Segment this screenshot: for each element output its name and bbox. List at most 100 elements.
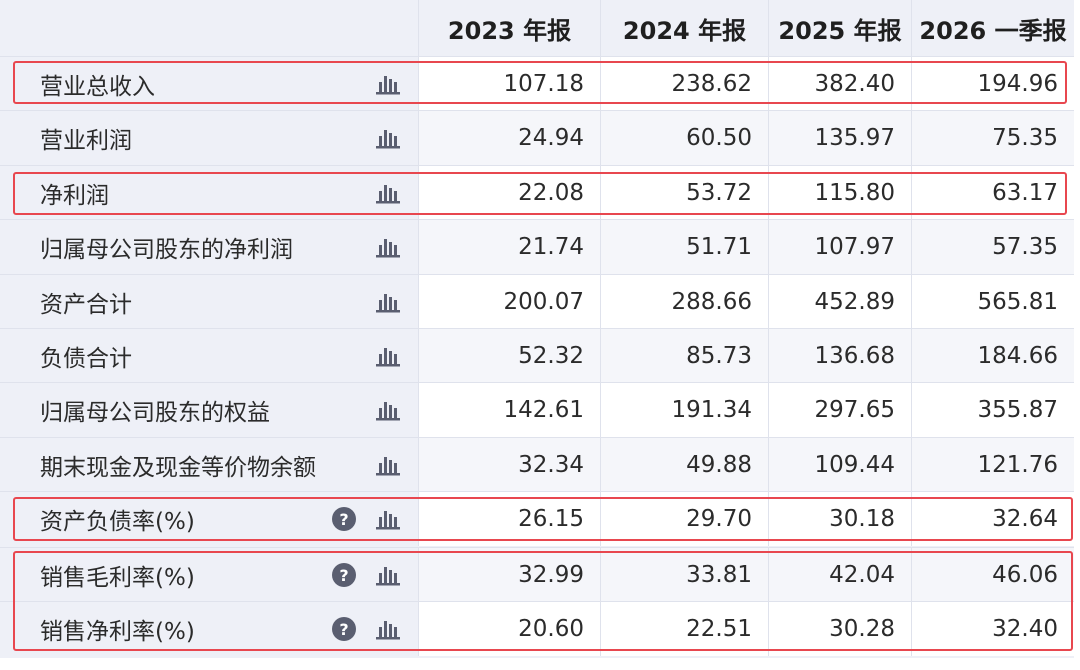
row-label: 归属母公司股东的权益 <box>40 400 270 426</box>
value-cell-2026-q1: 184.66 <box>911 329 1074 383</box>
bar-chart-icon[interactable] <box>376 291 400 313</box>
value-cell-2026-q1: 46.06 <box>911 548 1074 602</box>
help-icon[interactable]: ? <box>332 617 356 641</box>
value-cell-2025: 30.28 <box>768 602 911 656</box>
value-cell-2026-q1: 75.35 <box>911 111 1074 165</box>
value-cell-2024: 33.81 <box>600 548 768 602</box>
value-cell-2026-q1: 565.81 <box>911 275 1074 329</box>
value-cell-2025: 452.89 <box>768 275 911 329</box>
value-cell-2023: 32.99 <box>418 548 600 602</box>
row-label: 负债合计 <box>40 346 132 372</box>
value-cell-2023: 20.60 <box>418 602 600 656</box>
table-row: 归属母公司股东的权益 142.61 191.34 297.65 355.87 <box>0 383 1074 437</box>
row-label: 资产负债率(%) <box>40 509 195 535</box>
value-cell-2026-q1: 32.64 <box>911 492 1074 546</box>
value-cell-2023: 26.15 <box>418 492 600 546</box>
value-cell-2026-q1: 121.76 <box>911 438 1074 492</box>
row-label: 销售毛利率(%) <box>40 565 195 591</box>
value-cell-2025: 115.80 <box>768 166 911 220</box>
bar-chart-icon[interactable] <box>376 564 400 586</box>
row-divider <box>0 110 1074 111</box>
value-cell-2026-q1: 194.96 <box>911 57 1074 111</box>
row-label-cell: 资产负债率(%)? <box>0 492 418 546</box>
value-cell-2026-q1: 63.17 <box>911 166 1074 220</box>
row-divider <box>0 382 1074 383</box>
value-cell-2026-q1: 355.87 <box>911 383 1074 437</box>
value-cell-2024: 191.34 <box>600 383 768 437</box>
bar-chart-icon[interactable] <box>376 127 400 149</box>
row-label: 期末现金及现金等价物余额 <box>40 455 316 481</box>
row-divider <box>0 601 1074 602</box>
row-label: 营业利润 <box>40 128 132 154</box>
table-row: 销售毛利率(%)? 32.99 33.81 42.04 46.06 <box>0 548 1074 602</box>
table-header: 2023 年报 2024 年报 2025 年报 2026 一季报 <box>0 0 1074 56</box>
header-label-cell <box>0 0 418 56</box>
table-row: 资产负债率(%)? 26.15 29.70 30.18 32.64 <box>0 492 1074 546</box>
value-cell-2024: 49.88 <box>600 438 768 492</box>
value-cell-2023: 52.32 <box>418 329 600 383</box>
table-row: 营业利润 24.94 60.50 135.97 75.35 <box>0 111 1074 165</box>
row-divider <box>0 165 1074 166</box>
value-cell-2023: 21.74 <box>418 220 600 274</box>
help-icon[interactable]: ? <box>332 563 356 587</box>
row-label-cell: 销售毛利率(%)? <box>0 548 418 602</box>
row-label-cell: 期末现金及现金等价物余额 <box>0 438 418 492</box>
bar-chart-icon[interactable] <box>376 73 400 95</box>
value-cell-2024: 238.62 <box>600 57 768 111</box>
row-divider <box>0 491 1074 492</box>
bar-chart-icon[interactable] <box>376 236 400 258</box>
row-divider <box>0 56 1074 57</box>
value-cell-2024: 51.71 <box>600 220 768 274</box>
table-row: 资产合计 200.07 288.66 452.89 565.81 <box>0 275 1074 329</box>
financial-summary-table: 2023 年报 2024 年报 2025 年报 2026 一季报 营业总收入 10… <box>0 0 1074 658</box>
bar-chart-icon[interactable] <box>376 182 400 204</box>
value-cell-2025: 297.65 <box>768 383 911 437</box>
value-cell-2023: 22.08 <box>418 166 600 220</box>
bar-chart-icon[interactable] <box>376 345 400 367</box>
value-cell-2025: 135.97 <box>768 111 911 165</box>
row-label-cell: 营业利润 <box>0 111 418 165</box>
bar-chart-icon[interactable] <box>376 399 400 421</box>
value-cell-2025: 136.68 <box>768 329 911 383</box>
value-cell-2025: 42.04 <box>768 548 911 602</box>
row-label: 净利润 <box>40 183 109 209</box>
value-cell-2026-q1: 57.35 <box>911 220 1074 274</box>
row-label-cell: 资产合计 <box>0 275 418 329</box>
value-cell-2023: 24.94 <box>418 111 600 165</box>
value-cell-2024: 29.70 <box>600 492 768 546</box>
row-label: 归属母公司股东的净利润 <box>40 237 293 263</box>
value-cell-2024: 288.66 <box>600 275 768 329</box>
value-cell-2024: 60.50 <box>600 111 768 165</box>
value-cell-2025: 109.44 <box>768 438 911 492</box>
row-label-cell: 归属母公司股东的净利润 <box>0 220 418 274</box>
column-header-2026-q1[interactable]: 2026 一季报 <box>911 0 1074 56</box>
row-label: 销售净利率(%) <box>40 619 195 645</box>
help-icon[interactable]: ? <box>332 507 356 531</box>
row-divider <box>0 437 1074 438</box>
bar-chart-icon[interactable] <box>376 618 400 640</box>
column-header-2023[interactable]: 2023 年报 <box>418 0 600 56</box>
value-cell-2025: 30.18 <box>768 492 911 546</box>
value-cell-2026-q1: 32.40 <box>911 602 1074 656</box>
row-label-cell: 销售净利率(%)? <box>0 602 418 656</box>
row-divider <box>0 219 1074 220</box>
column-header-2024[interactable]: 2024 年报 <box>600 0 768 56</box>
table-row: 负债合计 52.32 85.73 136.68 184.66 <box>0 329 1074 383</box>
value-cell-2025: 107.97 <box>768 220 911 274</box>
row-label-cell: 归属母公司股东的权益 <box>0 383 418 437</box>
row-label-cell: 负债合计 <box>0 329 418 383</box>
table-row: 期末现金及现金等价物余额 32.34 49.88 109.44 121.76 <box>0 438 1074 492</box>
value-cell-2023: 32.34 <box>418 438 600 492</box>
bar-chart-icon[interactable] <box>376 508 400 530</box>
row-label: 营业总收入 <box>40 74 155 100</box>
row-label-cell: 净利润 <box>0 166 418 220</box>
value-cell-2024: 85.73 <box>600 329 768 383</box>
row-divider <box>0 274 1074 275</box>
row-label-cell: 营业总收入 <box>0 57 418 111</box>
value-cell-2023: 200.07 <box>418 275 600 329</box>
table-row: 销售净利率(%)? 20.60 22.51 30.28 32.40 <box>0 602 1074 656</box>
value-cell-2024: 53.72 <box>600 166 768 220</box>
row-label: 资产合计 <box>40 292 132 318</box>
bar-chart-icon[interactable] <box>376 454 400 476</box>
column-header-2025[interactable]: 2025 年报 <box>768 0 911 56</box>
